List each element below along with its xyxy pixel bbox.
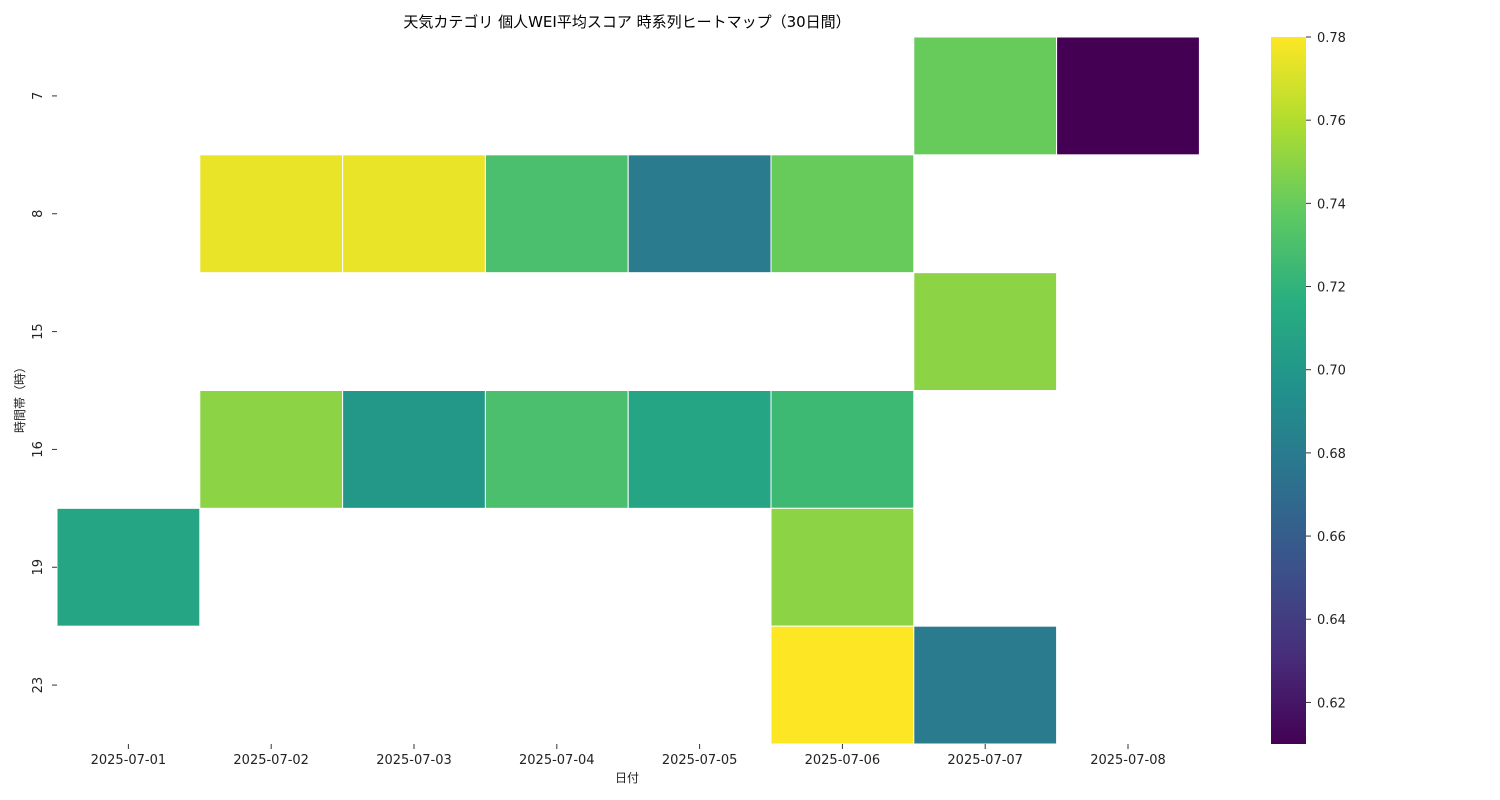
colorbar-tick-label: 0.64 (1317, 613, 1346, 628)
y-axis-ticks: 7 8 15 16 19 23 (31, 92, 57, 694)
heatmap-cell (913, 625, 1058, 745)
x-axis-label: 日付 (615, 771, 639, 785)
colorbar-tick-label: 0.74 (1317, 197, 1346, 212)
colorbar-ticks: 0.62 0.64 0.66 0.68 0.70 0.72 0.74 0.76 0.78 (1306, 31, 1346, 711)
heatmap-cell (627, 390, 772, 509)
x-tick-label: 2025-07-05 (662, 753, 738, 768)
y-tick-label: 19 (31, 559, 46, 576)
y-tick-label: 23 (31, 677, 46, 694)
colorbar-tick-label: 0.66 (1317, 530, 1346, 545)
y-tick-label: 7 (31, 92, 46, 100)
chart-title: 天気カテゴリ 個人WEI平均スコア 時系列ヒートマップ（30日間） (403, 13, 850, 31)
heatmap-cell (913, 272, 1058, 391)
heatmap-cell (913, 36, 1058, 156)
x-tick-label: 2025-07-06 (805, 753, 881, 768)
heatmap-cell (770, 625, 915, 745)
x-tick-label: 2025-07-01 (91, 753, 167, 768)
heatmap-cell (484, 390, 629, 509)
x-tick-label: 2025-07-08 (1090, 753, 1166, 768)
x-tick-label: 2025-07-02 (233, 753, 309, 768)
heatmap-cell (342, 154, 486, 274)
x-tick-label: 2025-07-03 (376, 753, 452, 768)
heatmap-cell (56, 507, 201, 627)
heatmap-cell (199, 390, 344, 509)
colorbar-tick-label: 0.70 (1317, 364, 1346, 379)
heatmap-cell (770, 507, 915, 627)
heatmap-cell (770, 390, 915, 509)
y-tick-label: 16 (31, 441, 46, 458)
colorbar-tick-label: 0.78 (1317, 31, 1346, 46)
heatmap-cell (627, 154, 772, 274)
y-axis-label: 時間帯（時） (13, 361, 27, 433)
heatmap-cell (1056, 36, 1200, 156)
colorbar-tick-label: 0.76 (1317, 114, 1346, 129)
y-tick-label: 15 (31, 323, 46, 340)
colorbar-tick-label: 0.62 (1317, 696, 1346, 711)
x-tick-label: 2025-07-07 (947, 753, 1023, 768)
heatmap-cells (56, 36, 1200, 745)
x-axis-ticks: 2025-07-01 2025-07-02 2025-07-03 2025-07-04… (91, 744, 1166, 768)
heatmap-cell (342, 390, 486, 509)
heatmap-cell (199, 154, 344, 274)
x-tick-label: 2025-07-04 (519, 753, 595, 768)
y-tick-label: 8 (31, 210, 46, 218)
colorbar-tick-label: 0.68 (1317, 447, 1346, 462)
colorbar (1271, 37, 1306, 744)
heatmap-cell (770, 154, 915, 274)
colorbar-tick-label: 0.72 (1317, 281, 1346, 296)
heatmap-cell (484, 154, 629, 274)
